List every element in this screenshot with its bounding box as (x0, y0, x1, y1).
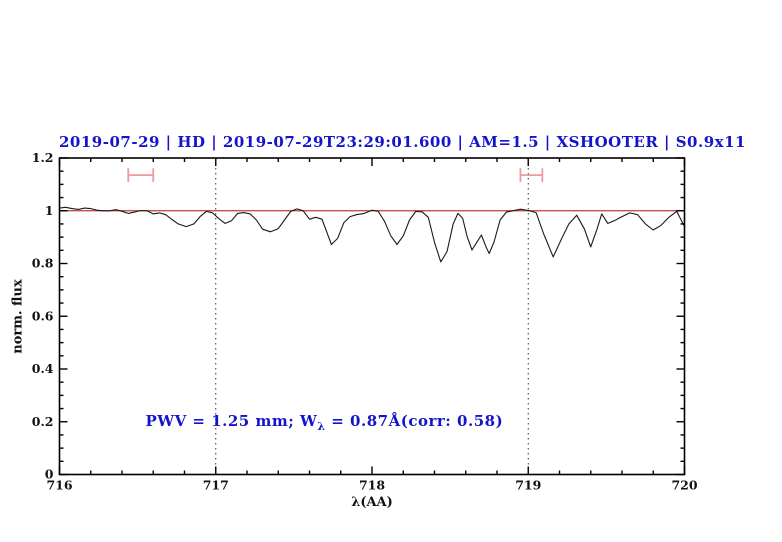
y-tick-label: 1.2 (32, 150, 54, 165)
y-tick-label: 0.4 (32, 361, 54, 376)
x-tick-label: 720 (671, 478, 697, 493)
pwv-annotation-sub: λ (317, 419, 326, 433)
pwv-annotation-post: = 0.87Å(corr: 0.58) (325, 411, 504, 430)
pwv-annotation: PWV = 1.25 mm; Wλ = 0.87Å(corr: 0.58) (145, 412, 503, 433)
x-tick-label: 717 (203, 478, 229, 493)
x-axis-label: λ(AA) (351, 495, 393, 510)
y-tick-label: 0 (45, 467, 54, 482)
x-tick-label: 716 (46, 478, 72, 493)
errorbar-marker (127, 168, 155, 183)
y-tick-label: 0.8 (32, 256, 54, 271)
plot-title: 2019-07-29 | HD | 2019-07-29T23:29:01.60… (59, 133, 746, 151)
x-tick-label: 719 (515, 478, 541, 493)
y-axis-label: norm. flux (10, 279, 26, 354)
y-tick-label: 0.6 (32, 308, 54, 323)
y-tick-label: 1 (45, 203, 54, 218)
x-tick-label: 718 (359, 478, 385, 493)
pwv-annotation-pre: PWV = 1.25 mm; W (145, 411, 318, 430)
y-tick-label: 0.2 (32, 414, 54, 429)
errorbar-marker (519, 168, 544, 183)
spectrum-line (58, 206, 686, 263)
